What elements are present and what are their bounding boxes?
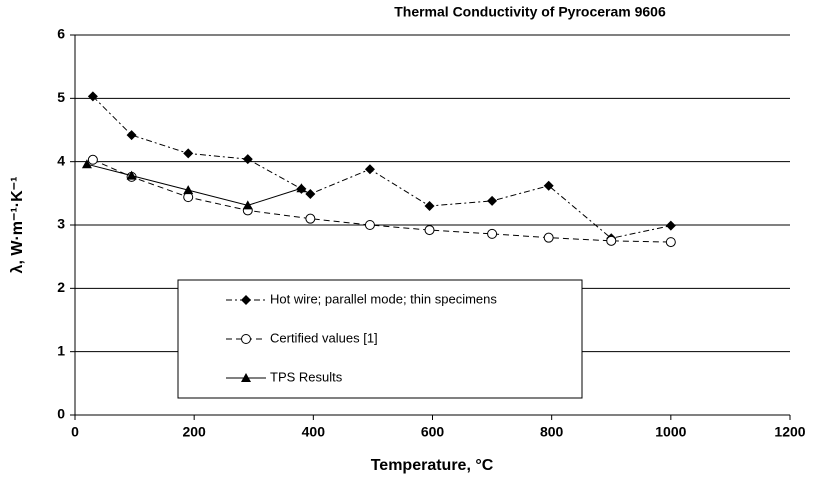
marker-diamond bbox=[364, 164, 375, 175]
marker-triangle bbox=[242, 200, 253, 210]
marker-diamond bbox=[305, 188, 316, 199]
marker-triangle bbox=[296, 183, 307, 193]
x-tick-label: 400 bbox=[302, 424, 326, 440]
series-line bbox=[92, 159, 671, 243]
marker-triangle bbox=[183, 185, 194, 195]
marker-diamond bbox=[487, 195, 498, 206]
marker-triangle bbox=[241, 373, 251, 382]
y-axis-label: λ, W·m⁻¹·K⁻¹ bbox=[9, 177, 26, 274]
y-tick-label: 3 bbox=[57, 216, 65, 232]
marker-circle bbox=[305, 213, 316, 224]
legend-label: TPS Results bbox=[270, 369, 343, 384]
series-line bbox=[86, 163, 302, 206]
x-tick-label: 1200 bbox=[774, 424, 805, 440]
marker-circle bbox=[87, 154, 98, 165]
x-tick-label: 0 bbox=[71, 424, 79, 440]
marker-diamond bbox=[183, 148, 194, 159]
x-axis-label: Temperature, °C bbox=[371, 457, 494, 474]
marker-circle bbox=[606, 235, 617, 246]
legend-label: Hot wire; parallel mode; thin specimens bbox=[270, 291, 497, 306]
marker-diamond bbox=[126, 130, 137, 141]
marker-triangle bbox=[126, 170, 137, 180]
y-tick-label: 4 bbox=[57, 152, 65, 168]
marker-diamond bbox=[242, 154, 253, 165]
y-tick-label: 2 bbox=[57, 279, 65, 295]
y-tick-label: 6 bbox=[57, 26, 65, 42]
marker-circle bbox=[543, 232, 554, 243]
legend-label: Certified values [1] bbox=[270, 330, 378, 345]
marker-diamond bbox=[87, 91, 98, 102]
series-line bbox=[92, 96, 671, 239]
chart-title: Thermal Conductivity of Pyroceram 9606 bbox=[394, 4, 666, 20]
x-tick-label: 800 bbox=[540, 424, 564, 440]
marker-diamond bbox=[665, 220, 676, 231]
x-tick-label: 600 bbox=[421, 424, 445, 440]
marker-triangle bbox=[81, 159, 92, 169]
marker-circle bbox=[665, 237, 676, 248]
marker-circle bbox=[424, 225, 435, 236]
marker-circle bbox=[487, 228, 498, 239]
marker-diamond bbox=[543, 180, 554, 191]
y-tick-label: 1 bbox=[57, 342, 65, 358]
marker-diamond bbox=[424, 201, 435, 211]
x-tick-label: 200 bbox=[182, 424, 206, 440]
marker-circle bbox=[241, 334, 251, 344]
y-tick-label: 0 bbox=[57, 406, 65, 422]
y-tick-label: 5 bbox=[57, 89, 65, 105]
marker-circle bbox=[364, 220, 375, 230]
x-tick-label: 1000 bbox=[655, 424, 686, 440]
marker-diamond bbox=[241, 295, 251, 305]
